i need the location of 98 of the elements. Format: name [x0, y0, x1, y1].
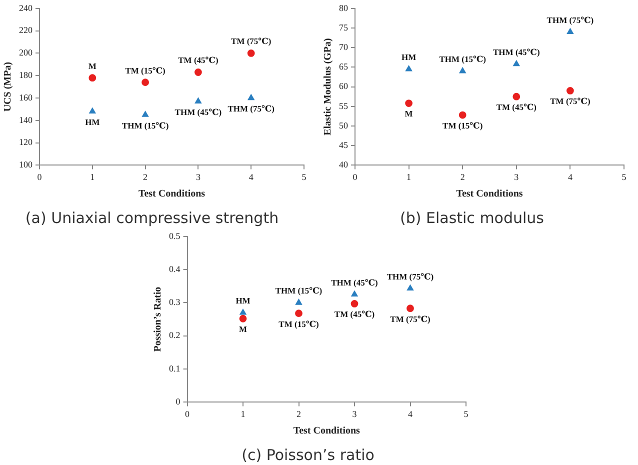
- annotation: TM (15℃): [442, 120, 483, 130]
- point: [406, 284, 414, 291]
- y-tick-label: 60: [339, 81, 348, 92]
- point: [350, 300, 358, 308]
- annotation: HM: [236, 296, 250, 306]
- y-tick-label: 55: [339, 100, 348, 111]
- annotation: M: [404, 108, 413, 119]
- y-tick-label: 200: [19, 48, 33, 58]
- annotation: THM (75℃): [546, 14, 594, 25]
- point: [248, 94, 254, 100]
- y-tick-label: 120: [19, 137, 33, 148]
- x-tick-label: 5: [302, 172, 307, 182]
- y-tick-label: 65: [339, 62, 348, 72]
- point: [566, 28, 574, 34]
- point: [513, 60, 520, 66]
- annotation: M: [88, 60, 96, 71]
- y-tick-label: 0.2: [169, 330, 180, 340]
- x-tick-label: 5: [464, 408, 469, 419]
- x-axis-title: Test Conditions: [293, 426, 360, 437]
- y-tick-label: 100: [19, 160, 33, 170]
- point: [351, 290, 358, 297]
- x-axis-title: Test Conditions: [456, 188, 523, 200]
- y-axis-title: Elastic Modulus (GPa): [322, 38, 334, 136]
- annotation: TM (15℃): [278, 318, 319, 329]
- text: (b) Elastic modulus: [400, 208, 544, 227]
- y-tick-label: 160: [19, 92, 33, 102]
- annotation: THM (15℃): [122, 120, 169, 130]
- y-tick-label: 220: [19, 25, 33, 36]
- x-tick-label: 4: [248, 172, 254, 182]
- x-tick-label: 0: [37, 172, 42, 182]
- y-tick-label: 70: [339, 42, 348, 52]
- point: [240, 308, 246, 315]
- point: [512, 92, 520, 100]
- text: (a) Uniaxial compressive strength: [25, 208, 279, 227]
- annotation: THM (15℃): [275, 286, 322, 296]
- annotation: THM (75℃): [386, 271, 434, 282]
- x-axis-title: Test Conditions: [138, 188, 206, 200]
- y-axis-title: Possion’s Ratio: [152, 286, 164, 352]
- annotation: HM: [85, 116, 100, 127]
- x-tick-label: 1: [90, 172, 95, 182]
- point: [406, 65, 412, 72]
- x-tick-label: 5: [622, 172, 627, 182]
- point: [194, 98, 202, 104]
- x-tick-label: 2: [460, 172, 465, 182]
- x-tick-label: 3: [196, 172, 201, 182]
- y-tick-label: 0.3: [169, 297, 181, 308]
- point: [142, 78, 149, 86]
- point: [88, 74, 96, 82]
- x-tick-label: 0: [352, 172, 358, 182]
- point: [459, 67, 466, 74]
- y-tick-label: 50: [339, 120, 348, 130]
- x-tick-label: 4: [568, 172, 573, 182]
- y-tick-label: 0.1: [169, 363, 180, 374]
- y-tick-label: 45: [339, 140, 348, 150]
- y-tick-label: 40: [339, 160, 348, 170]
- point: [295, 299, 302, 305]
- annotation: TM (75℃): [550, 96, 590, 106]
- annotation: TM (45℃): [178, 55, 218, 66]
- x-tick-label: 2: [143, 172, 148, 182]
- point: [89, 108, 96, 114]
- annotation: TM (45℃): [334, 309, 375, 320]
- point: [239, 314, 247, 322]
- annotation: THM (15℃): [439, 54, 486, 64]
- x-tick-label: 3: [514, 172, 520, 182]
- annotation: TM (75℃): [390, 314, 430, 324]
- x-tick-label: 1: [240, 408, 246, 419]
- annotation: THM (75℃): [228, 103, 275, 114]
- point: [247, 50, 255, 57]
- y-tick-label: 140: [19, 114, 33, 125]
- y-tick-label: 0: [176, 396, 181, 407]
- x-tick-label: 4: [408, 408, 413, 419]
- point: [142, 111, 149, 117]
- point: [295, 310, 302, 318]
- point: [405, 100, 412, 107]
- annotation: TM (15℃): [125, 65, 166, 76]
- y-tick-label: 0.5: [169, 230, 181, 241]
- y-tick-label: 0.4: [169, 264, 181, 274]
- annotation: M: [238, 324, 248, 334]
- x-tick-label: 1: [406, 172, 412, 182]
- point: [458, 111, 466, 119]
- annotation: THM (45℃): [331, 277, 378, 288]
- text: (c) Poisson’s ratio: [242, 446, 374, 464]
- annotation: TM (45℃): [496, 102, 537, 112]
- point: [406, 304, 414, 312]
- x-tick-label: 3: [352, 408, 358, 419]
- y-tick-label: 180: [19, 70, 33, 80]
- y-tick-label: 75: [339, 22, 348, 32]
- annotation: THM (45℃): [493, 47, 540, 58]
- x-tick-label: 2: [296, 408, 301, 419]
- y-axis-title: UCS (MPa): [2, 62, 14, 112]
- y-tick-label: 80: [339, 2, 348, 13]
- point: [194, 68, 202, 76]
- y-tick-label: 240: [19, 2, 33, 13]
- point: [566, 87, 574, 94]
- annotation: HM: [401, 52, 416, 62]
- x-tick-label: 0: [185, 408, 190, 419]
- annotation: TM (75℃): [231, 36, 272, 46]
- annotation: THM (45℃): [174, 106, 222, 117]
